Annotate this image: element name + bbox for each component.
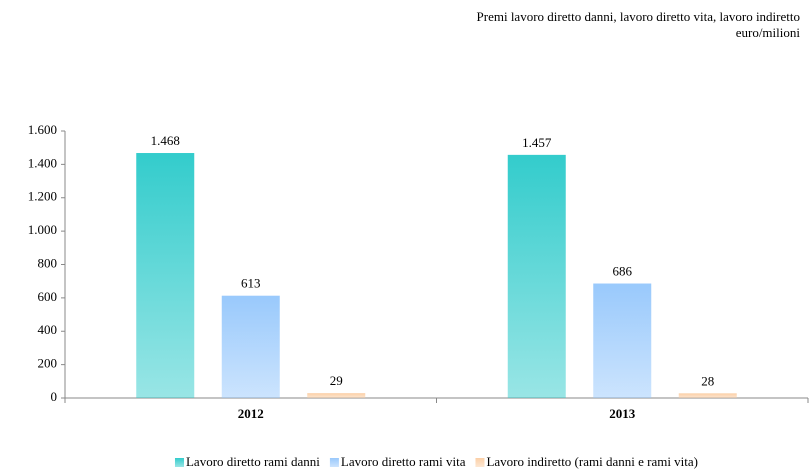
legend-swatch xyxy=(475,458,485,467)
bar xyxy=(307,393,366,398)
chart-title: Premi lavoro diretto danni, lavoro diret… xyxy=(477,9,800,24)
data-label: 613 xyxy=(241,276,261,291)
y-tick-label: 400 xyxy=(38,322,58,337)
y-tick-label: 1.200 xyxy=(28,189,57,204)
data-label: 686 xyxy=(613,264,633,279)
chart-subtitle: euro/milioni xyxy=(736,25,801,40)
data-label: 1.468 xyxy=(151,133,180,148)
bar xyxy=(593,283,652,398)
legend-swatch xyxy=(329,458,339,467)
bar xyxy=(507,154,566,398)
y-tick-label: 1.400 xyxy=(28,155,57,170)
x-tick-label: 2013 xyxy=(609,406,636,421)
bar xyxy=(136,153,195,398)
y-tick-label: 200 xyxy=(38,356,58,371)
y-tick-label: 1.000 xyxy=(28,222,57,237)
y-tick-label: 600 xyxy=(38,289,58,304)
y-tick-label: 1.600 xyxy=(28,122,57,137)
legend-label: Lavoro diretto rami vita xyxy=(341,454,466,469)
legend-label: Lavoro diretto rami danni xyxy=(186,454,320,469)
data-label: 29 xyxy=(330,373,343,388)
bar xyxy=(221,295,280,398)
y-tick-label: 800 xyxy=(38,255,58,270)
data-label: 28 xyxy=(701,373,714,388)
data-label: 1.457 xyxy=(522,135,552,150)
x-tick-label: 2012 xyxy=(238,406,264,421)
bar xyxy=(678,393,737,398)
y-tick-label: 0 xyxy=(51,389,58,404)
legend-swatch xyxy=(174,458,184,467)
legend: Lavoro diretto rami danni Lavoro diretto … xyxy=(174,454,698,469)
legend-label: Lavoro indiretto (rami danni e rami vita… xyxy=(486,454,698,469)
